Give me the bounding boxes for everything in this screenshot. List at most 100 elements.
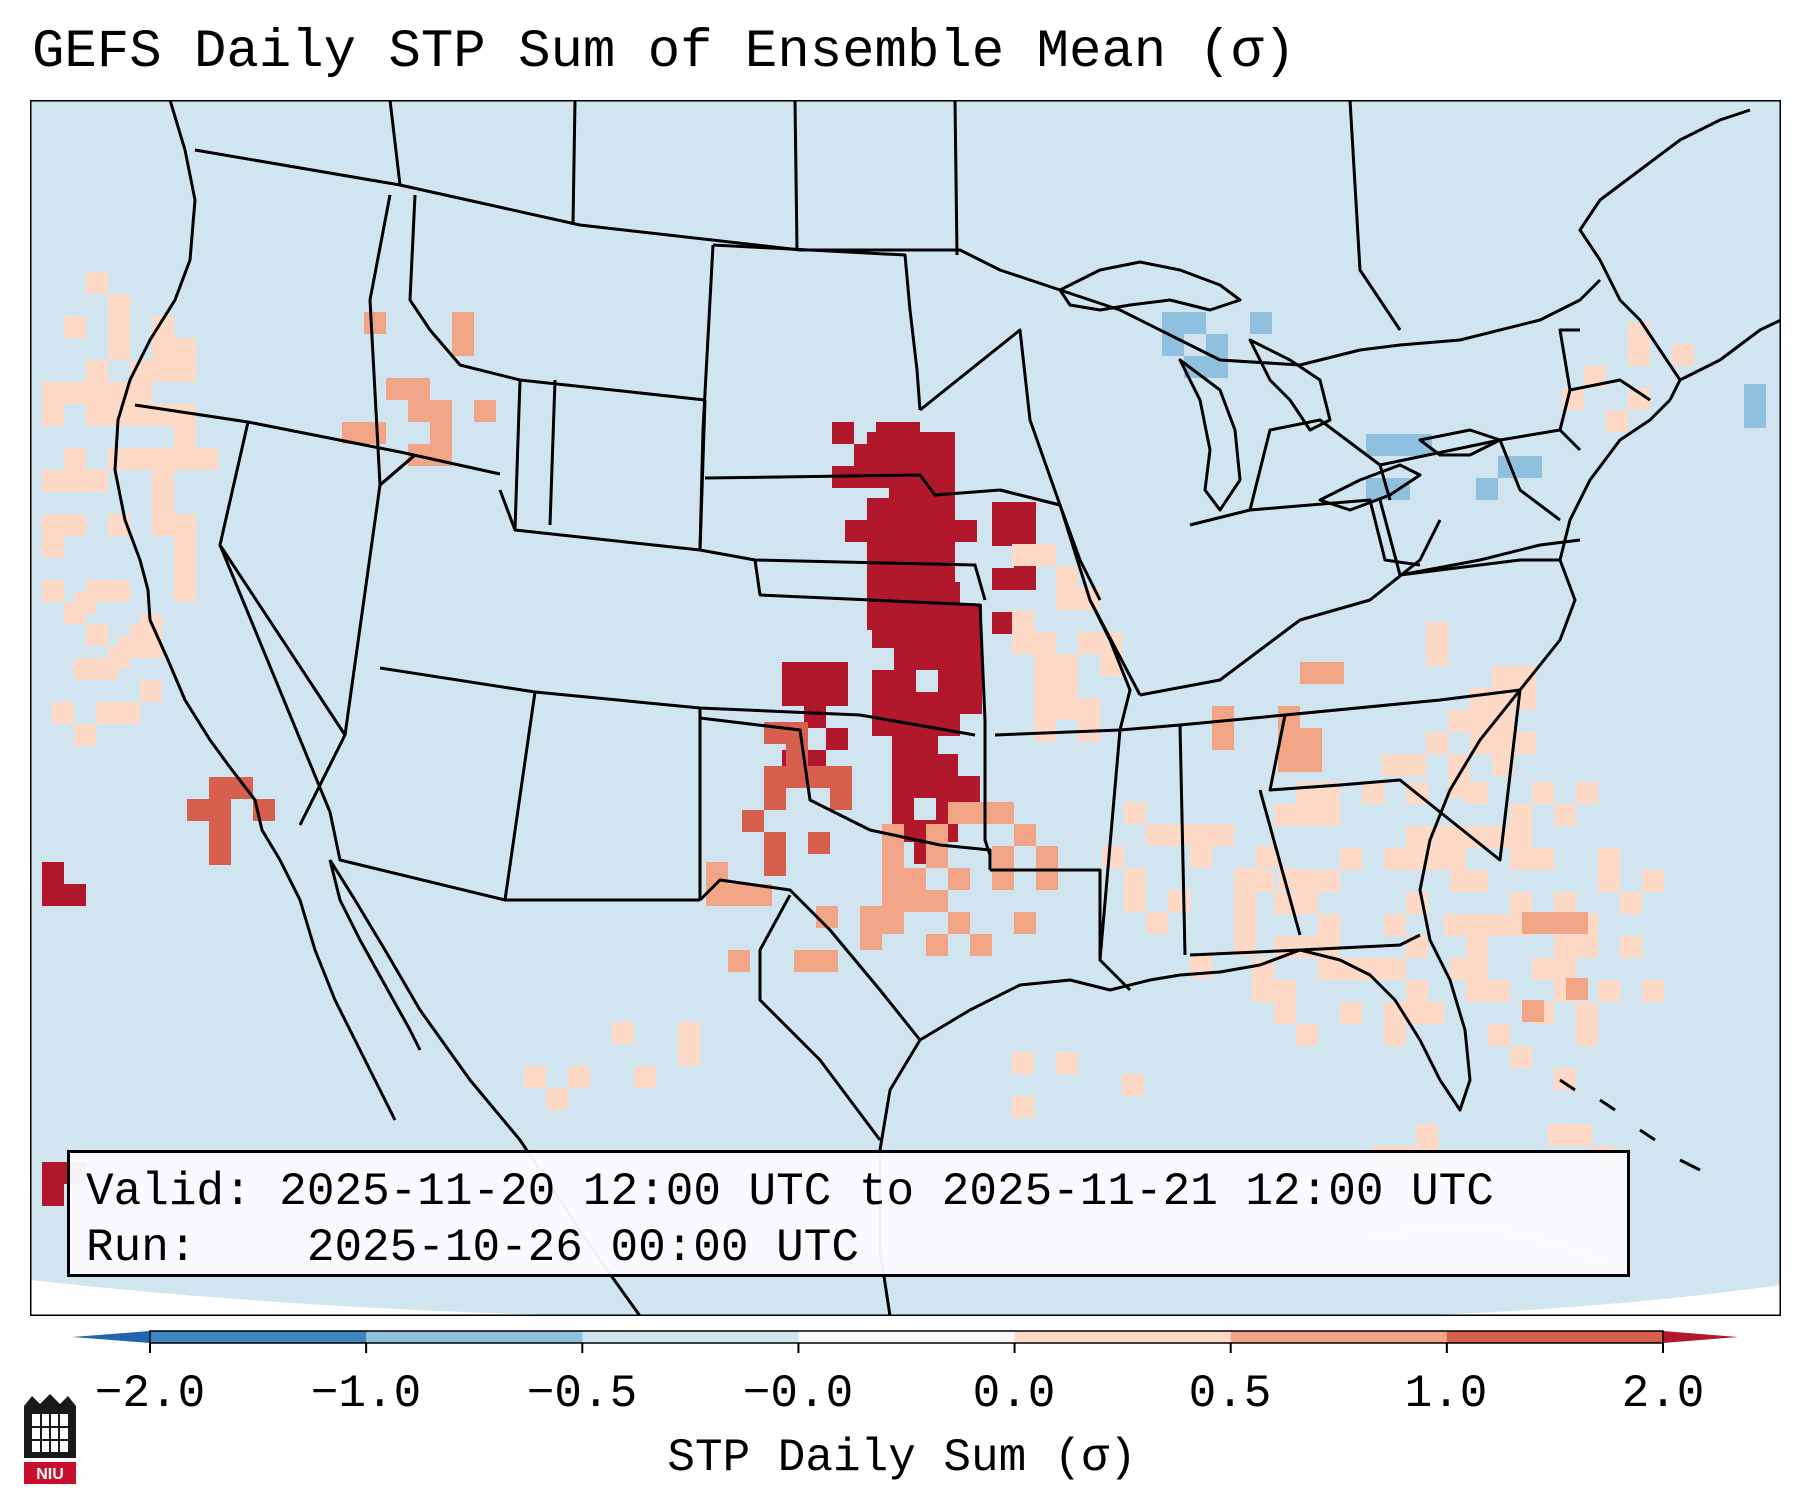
stp-cell	[152, 338, 174, 360]
stp-cell	[568, 1066, 590, 1088]
stp-cell	[152, 514, 174, 536]
stp-cell	[1510, 892, 1532, 914]
stp-cell	[174, 580, 196, 602]
stp-cell	[1426, 622, 1448, 644]
stp-cell	[1672, 344, 1694, 366]
stp-cell	[1744, 384, 1766, 406]
stp-cell	[1252, 958, 1274, 980]
stp-cell	[108, 580, 130, 602]
stp-cell	[960, 648, 982, 670]
state-border	[1189, 933, 1421, 957]
stp-cell	[1406, 936, 1428, 958]
stp-cell	[96, 658, 118, 680]
stp-cell	[364, 312, 386, 334]
stp-cell	[894, 604, 916, 626]
stp-cell	[1168, 890, 1190, 912]
stp-cell	[1212, 824, 1234, 846]
stp-cell	[1532, 848, 1554, 870]
stp-cell	[1470, 688, 1492, 710]
stp-cell	[130, 448, 152, 470]
stp-cell	[86, 360, 108, 382]
stp-cell	[1056, 654, 1078, 676]
stp-cell	[86, 404, 108, 426]
stp-cell	[804, 684, 826, 706]
stp-cell	[1416, 1124, 1438, 1146]
state-border	[1558, 328, 1651, 431]
valid-value: 2025-11-20 12:00 UTC to 2025-11-21 12:00…	[279, 1166, 1494, 1218]
stp-cell	[1234, 934, 1256, 956]
stp-cell	[209, 777, 231, 799]
stp-cell	[1296, 782, 1318, 804]
colorbar-tick-label: −0.5	[526, 1368, 638, 1420]
stp-cell	[108, 294, 130, 316]
stp-cell	[916, 604, 938, 626]
stp-cell	[1278, 750, 1300, 772]
stp-cell	[42, 470, 64, 492]
state-border	[712, 243, 922, 411]
colorbar-tick-label: −0.0	[742, 1368, 854, 1420]
stp-cell	[889, 542, 911, 564]
stp-cell	[1252, 980, 1274, 1002]
stp-cell	[1466, 958, 1488, 980]
stp-cell	[1212, 728, 1234, 750]
stp-cell	[1554, 804, 1576, 826]
state-border	[1098, 724, 1302, 961]
state-border	[698, 878, 922, 1041]
stp-cell	[1296, 1024, 1318, 1046]
logo-text: NIU	[36, 1466, 64, 1483]
stp-cell	[152, 360, 174, 382]
gulf-coastline	[878, 398, 1672, 1316]
borders	[113, 100, 1781, 1316]
stp-cell	[764, 832, 786, 854]
stp-cell	[1146, 912, 1168, 934]
stp-cell	[1620, 892, 1642, 914]
stp-cell	[1300, 750, 1322, 772]
colorbar-under-arrow	[72, 1331, 150, 1343]
state-border	[519, 378, 706, 526]
stp-cell	[955, 520, 977, 542]
stp-cell	[1466, 870, 1488, 892]
state-border	[699, 716, 992, 870]
stp-cell	[1036, 868, 1058, 890]
state-border	[990, 868, 1132, 992]
stp-cell	[914, 754, 936, 776]
stp-cell	[187, 799, 209, 821]
stp-cell	[926, 934, 948, 956]
stp-cell	[1488, 980, 1510, 1002]
stp-cell	[174, 536, 196, 558]
stp-cell	[1548, 1124, 1570, 1146]
stp-cell	[892, 754, 914, 776]
stp-cell	[938, 692, 960, 714]
stp-cell	[933, 498, 955, 520]
stp-cell	[938, 648, 960, 670]
valid-line: Valid: 2025-11-20 12:00 UTC to 2025-11-2…	[86, 1164, 1627, 1220]
stp-cell	[1012, 1096, 1034, 1118]
stp-cell	[1234, 890, 1256, 912]
stp-cell	[42, 536, 64, 558]
stp-cell	[992, 568, 1014, 590]
colorbar-bin	[582, 1331, 799, 1343]
stp-cell	[1554, 892, 1576, 914]
stp-cell	[140, 680, 162, 702]
stp-cell	[1078, 632, 1100, 654]
stp-cell	[86, 470, 108, 492]
colorbar-tick-label: 1.0	[1404, 1368, 1488, 1420]
stp-cell	[1470, 710, 1492, 732]
stp-cell	[728, 950, 750, 972]
stp-cell	[1034, 720, 1056, 742]
run-label: Run:	[86, 1222, 197, 1274]
stp-cell	[1384, 958, 1406, 980]
stp-cell	[1234, 868, 1256, 890]
great-lakes	[1178, 358, 1242, 512]
state-border	[1248, 418, 1392, 511]
great-lakes	[1318, 463, 1422, 512]
stp-cell	[1296, 870, 1318, 892]
stp-cell	[1122, 1074, 1144, 1096]
stp-cell	[898, 444, 920, 466]
stp-cell	[1620, 936, 1642, 958]
stp-cell	[1488, 826, 1510, 848]
stp-cell	[782, 662, 804, 684]
stp-cell	[867, 520, 889, 542]
stp-cell	[845, 520, 867, 542]
stp-cell	[1168, 824, 1190, 846]
